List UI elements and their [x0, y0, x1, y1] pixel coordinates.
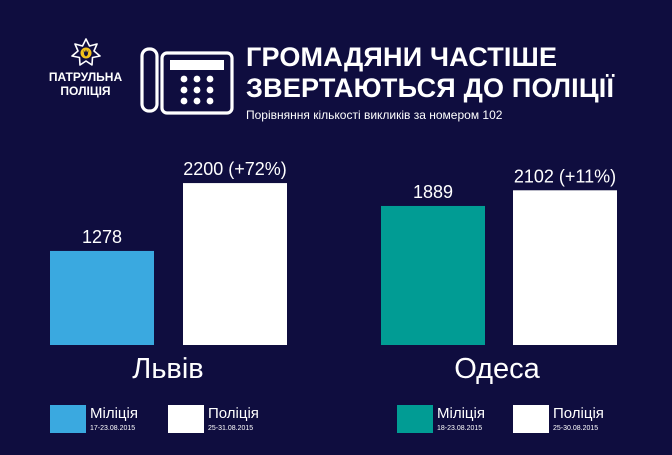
legend-swatch — [168, 405, 204, 433]
bar-value-label: 1889 — [413, 182, 453, 202]
group-label: Одеса — [454, 353, 540, 385]
legend-period: 17-23.08.2015 — [90, 425, 136, 432]
bar-value-label: 1278 — [82, 227, 122, 247]
legend-label: Міліція — [90, 405, 138, 422]
patrol-police-logo: ПАТРУЛЬНА ПОЛІЦІЯ — [38, 38, 133, 98]
legend-swatch — [513, 405, 549, 433]
logo-text-line1: ПАТРУЛЬНА — [48, 70, 123, 84]
bar-Поліція-Одеса — [513, 190, 617, 345]
bar-Поліція-Львів — [183, 183, 287, 345]
legend-period: 25-31.08.2015 — [208, 425, 254, 432]
legend-period: 18-23.08.2015 — [437, 425, 483, 432]
page-subtitle: Порівняння кількості викликів за номером… — [246, 108, 503, 122]
bar-Міліція-Одеса — [381, 205, 485, 345]
legend-swatch — [397, 405, 433, 433]
legend-swatch — [50, 405, 86, 433]
bar-Міліція-Львів — [50, 250, 154, 345]
legend-label: Міліція — [437, 405, 485, 422]
bar-value-label: 2200 (+72%) — [183, 159, 287, 179]
legend-period: 25-30.08.2015 — [553, 425, 599, 432]
phone-icon — [140, 46, 236, 121]
group-label: Львів — [132, 353, 203, 385]
logo-text-line2: ПОЛІЦІЯ — [60, 84, 111, 98]
police-star-icon — [70, 38, 101, 66]
title-line2: ЗВЕРТАЮТЬСЯ ДО ПОЛІЦІЇ — [246, 73, 615, 103]
legend-label: Поліція — [553, 405, 604, 422]
bar-value-label: 2102 (+11%) — [514, 166, 616, 186]
title-line1: ГРОМАДЯНИ ЧАСТІШЕ — [246, 42, 558, 72]
page-title: ГРОМАДЯНИ ЧАСТІШЕ ЗВЕРТАЮТЬСЯ ДО ПОЛІЦІЇ — [246, 42, 614, 104]
legend-label: Поліція — [208, 405, 259, 422]
